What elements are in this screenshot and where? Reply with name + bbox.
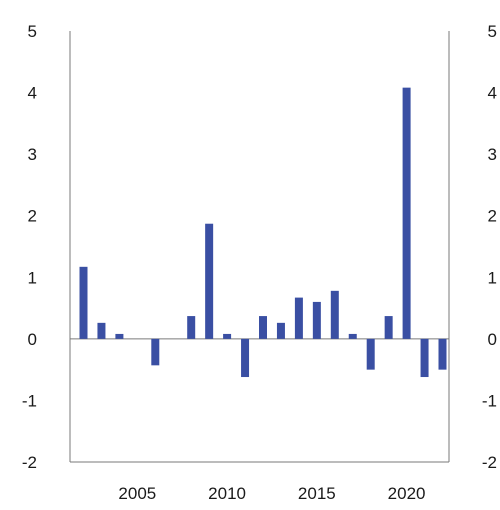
right-y-tick-label: 5 xyxy=(488,22,497,41)
left-y-tick-label: 2 xyxy=(28,207,37,226)
right-y-tick-label: 3 xyxy=(488,145,497,164)
bar-2004 xyxy=(115,333,124,339)
left-y-tick-label: 3 xyxy=(28,145,37,164)
right-y-tick-label: 0 xyxy=(488,330,497,349)
bar-2009 xyxy=(205,223,214,339)
bar-2021 xyxy=(420,338,429,378)
bar-2011 xyxy=(241,338,250,378)
bar-2002 xyxy=(79,266,88,339)
left-y-tick-label: 5 xyxy=(28,22,37,41)
bar-2006 xyxy=(151,338,160,366)
bar-2012 xyxy=(259,316,267,339)
right-y-tick-label: 1 xyxy=(488,268,497,287)
x-tick-label: 2015 xyxy=(298,484,336,503)
bar-2022 xyxy=(438,338,447,370)
left-y-tick-label: -2 xyxy=(22,453,37,472)
bar-2008 xyxy=(187,316,196,339)
bar-2017 xyxy=(348,333,357,339)
left-y-tick-label: -1 xyxy=(22,391,37,410)
right-y-tick-label: 2 xyxy=(488,207,497,226)
x-tick-label: 2010 xyxy=(208,484,246,503)
bar-2013 xyxy=(276,322,285,339)
right-y-tick-label: -1 xyxy=(482,391,497,410)
left-y-tick-label: 0 xyxy=(28,330,37,349)
bars xyxy=(79,87,447,378)
x-tick-label: 2005 xyxy=(118,484,156,503)
right-y-tick-labels: 5 4 3 2 1 0 -1 -2 xyxy=(482,22,497,472)
bar-2016 xyxy=(330,290,339,339)
bar-2019 xyxy=(384,316,393,339)
right-y-tick-label: -2 xyxy=(482,453,497,472)
left-y-tick-label: 4 xyxy=(28,84,37,103)
left-y-tick-labels: 5 4 3 2 1 0 -1 -2 xyxy=(22,22,37,472)
left-y-tick-label: 1 xyxy=(28,268,37,287)
bar-2018 xyxy=(366,338,375,370)
bar-2010 xyxy=(223,333,232,339)
axes xyxy=(69,31,450,463)
right-y-tick-label: 4 xyxy=(488,84,497,103)
bar-2015 xyxy=(312,301,321,339)
bar-2014 xyxy=(294,297,303,339)
bar-2020 xyxy=(402,87,411,339)
x-tick-labels: 2005 2010 2015 2020 xyxy=(118,484,425,503)
bar-2003 xyxy=(97,322,106,339)
x-tick-label: 2020 xyxy=(388,484,426,503)
